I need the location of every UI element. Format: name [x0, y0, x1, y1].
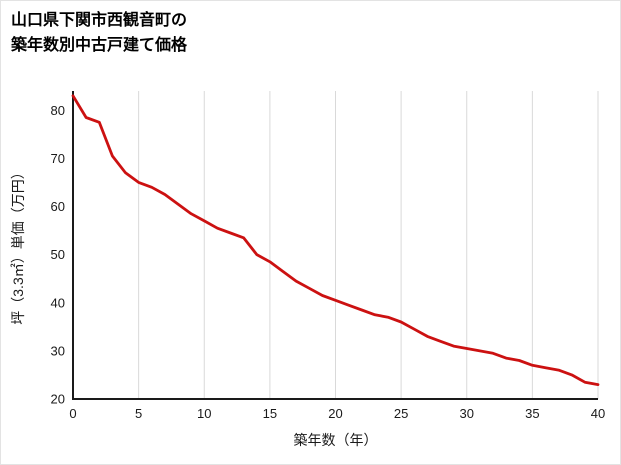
- y-tick-label-30: 30: [51, 343, 65, 358]
- y-tick-label-40: 40: [51, 295, 65, 310]
- chart-title-line1: 山口県下関市西観音町の: [11, 12, 188, 29]
- y-tick-label-20: 20: [51, 392, 65, 407]
- x-tick-label-35: 35: [525, 406, 539, 421]
- y-tick-label-60: 60: [51, 199, 65, 214]
- x-tick-label-5: 5: [135, 406, 142, 421]
- x-tick-label-20: 20: [328, 406, 342, 421]
- price-line-series: [71, 94, 600, 387]
- x-tick-label-0: 0: [69, 406, 76, 421]
- x-tick-label-15: 15: [263, 406, 277, 421]
- x-tick-label-30: 30: [460, 406, 474, 421]
- y-axis-label: 坪（3.3㎡）単価（万円）: [10, 165, 26, 324]
- price-line-chart: 20 30 40 50 60 70 80 0 5 10 15 20 25 30 35 40 築年数（年） 坪（3.…: [1, 71, 620, 463]
- x-axis-label: 築年数（年）: [294, 432, 378, 448]
- x-tick-label-40: 40: [591, 406, 605, 421]
- chart-title: 山口県下関市西観音町の 築年数別中古戸建て価格: [11, 9, 187, 59]
- y-tick-label-70: 70: [51, 151, 65, 166]
- x-tick-label-10: 10: [197, 406, 211, 421]
- chart-svg: 20 30 40 50 60 70 80 0 5 10 15 20 25 30 35 40 築年数（年） 坪（3.…: [10, 91, 605, 448]
- chart-title-line2: 築年数別中古戸建て価格: [11, 36, 188, 54]
- y-tick-label-80: 80: [51, 103, 65, 118]
- x-tick-label-25: 25: [394, 406, 408, 421]
- y-tick-label-50: 50: [51, 247, 65, 262]
